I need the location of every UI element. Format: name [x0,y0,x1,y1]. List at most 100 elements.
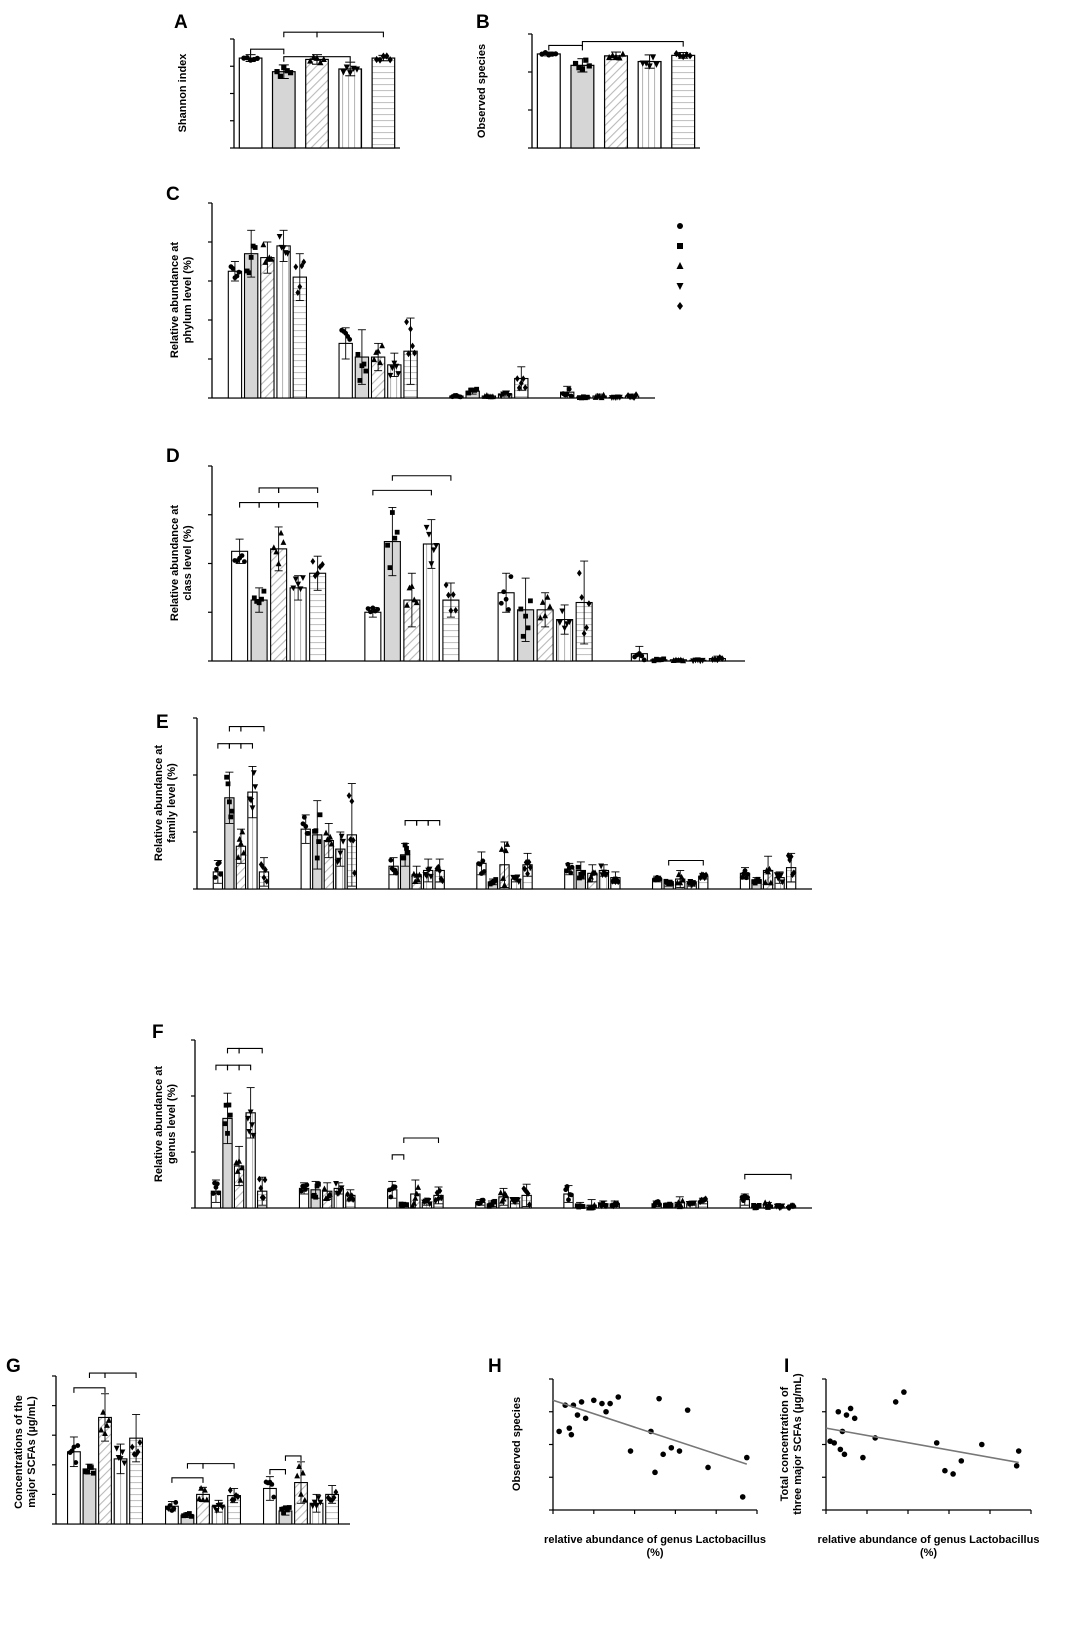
data-point [699,657,706,664]
scatter-point [566,1425,573,1431]
data-point [646,63,653,70]
data-point [514,1197,521,1204]
data-point [248,797,254,804]
data-point [498,600,504,606]
data-point [412,1195,419,1201]
data-point [404,845,409,851]
scatter-point [568,1431,575,1438]
significance-bracket [404,820,418,826]
data-point [413,1190,420,1197]
data-point [576,569,582,577]
data-point [137,1439,143,1446]
data-point [211,1504,218,1511]
data-point [615,878,621,886]
data-point [388,1194,394,1200]
data-point [703,1195,709,1203]
data-point [113,1445,120,1452]
data-point [333,1488,339,1496]
data-point [409,1202,416,1209]
data-point [592,869,599,876]
significance-bracket [283,31,318,38]
data-point [210,1191,216,1196]
scatter-point [744,1454,750,1461]
data-point [428,873,434,880]
data-point [675,871,682,878]
data-point [237,1177,244,1183]
bar [338,68,363,149]
data-point [405,850,411,855]
data-point [448,607,454,615]
significance-bracket [548,44,583,51]
data-point [249,1122,255,1129]
data-point [248,254,254,260]
scatter-point [660,1451,666,1458]
data-point [306,830,311,836]
data-point [247,1109,254,1116]
scatter-point [627,1448,634,1454]
scatter-point [892,1399,899,1405]
panel-f: F Relative abundance atgenus level (%) [152,1022,812,1212]
data-point [236,1157,242,1164]
data-point [766,865,773,872]
data-point [392,535,398,541]
data-point [133,1451,139,1458]
data-point [320,561,325,568]
data-point [274,69,280,75]
data-point [233,1492,239,1499]
data-point [337,850,344,857]
data-point [547,603,553,610]
data-point [523,613,529,619]
data-point [404,318,409,326]
data-point [391,360,398,367]
scatter-point [841,1451,848,1458]
data-point [90,1470,96,1476]
data-point [316,1181,321,1187]
data-point [315,1495,322,1501]
data-point [320,55,327,63]
data-point [295,581,302,588]
data-point [293,263,299,271]
data-point [321,1185,328,1192]
data-point [347,70,354,77]
data-point [503,596,509,602]
data-point [219,1504,226,1511]
data-point [239,828,246,835]
data-point [437,867,443,875]
data-point [307,57,314,64]
data-point [437,1187,443,1195]
data-point [791,1202,797,1210]
scatter-point [835,1408,842,1415]
panel-h: relative abundance of genus Lactobacillu… [488,1356,766,1559]
significance-bracket [240,726,265,732]
data-point [355,351,361,357]
data-point [246,1128,253,1135]
data-point [281,64,287,71]
bar [637,60,662,149]
data-point [566,1197,571,1203]
data-point [480,1197,486,1203]
data-point [416,871,423,878]
data-point [423,873,430,880]
data-point [262,866,268,874]
data-point [227,1112,233,1118]
data-point [466,390,472,396]
data-point [315,569,321,577]
y-axis-label-line: Concentrations of the [13,1395,25,1509]
data-point [412,349,417,357]
data-point [323,829,329,836]
data-point [767,1202,774,1209]
data-point [453,606,459,614]
data-point [238,1164,245,1171]
data-point [236,269,242,275]
data-point [561,625,568,632]
data-point [500,875,507,881]
data-point [361,361,367,367]
bar [271,71,296,149]
y-axis-label-line: phylum level (%) [182,256,194,343]
data-point [234,1168,241,1174]
data-point [756,1202,762,1208]
panel-d: D Relative abundance atclass level (%) [166,446,745,665]
data-point [440,877,445,885]
data-point [402,842,408,848]
